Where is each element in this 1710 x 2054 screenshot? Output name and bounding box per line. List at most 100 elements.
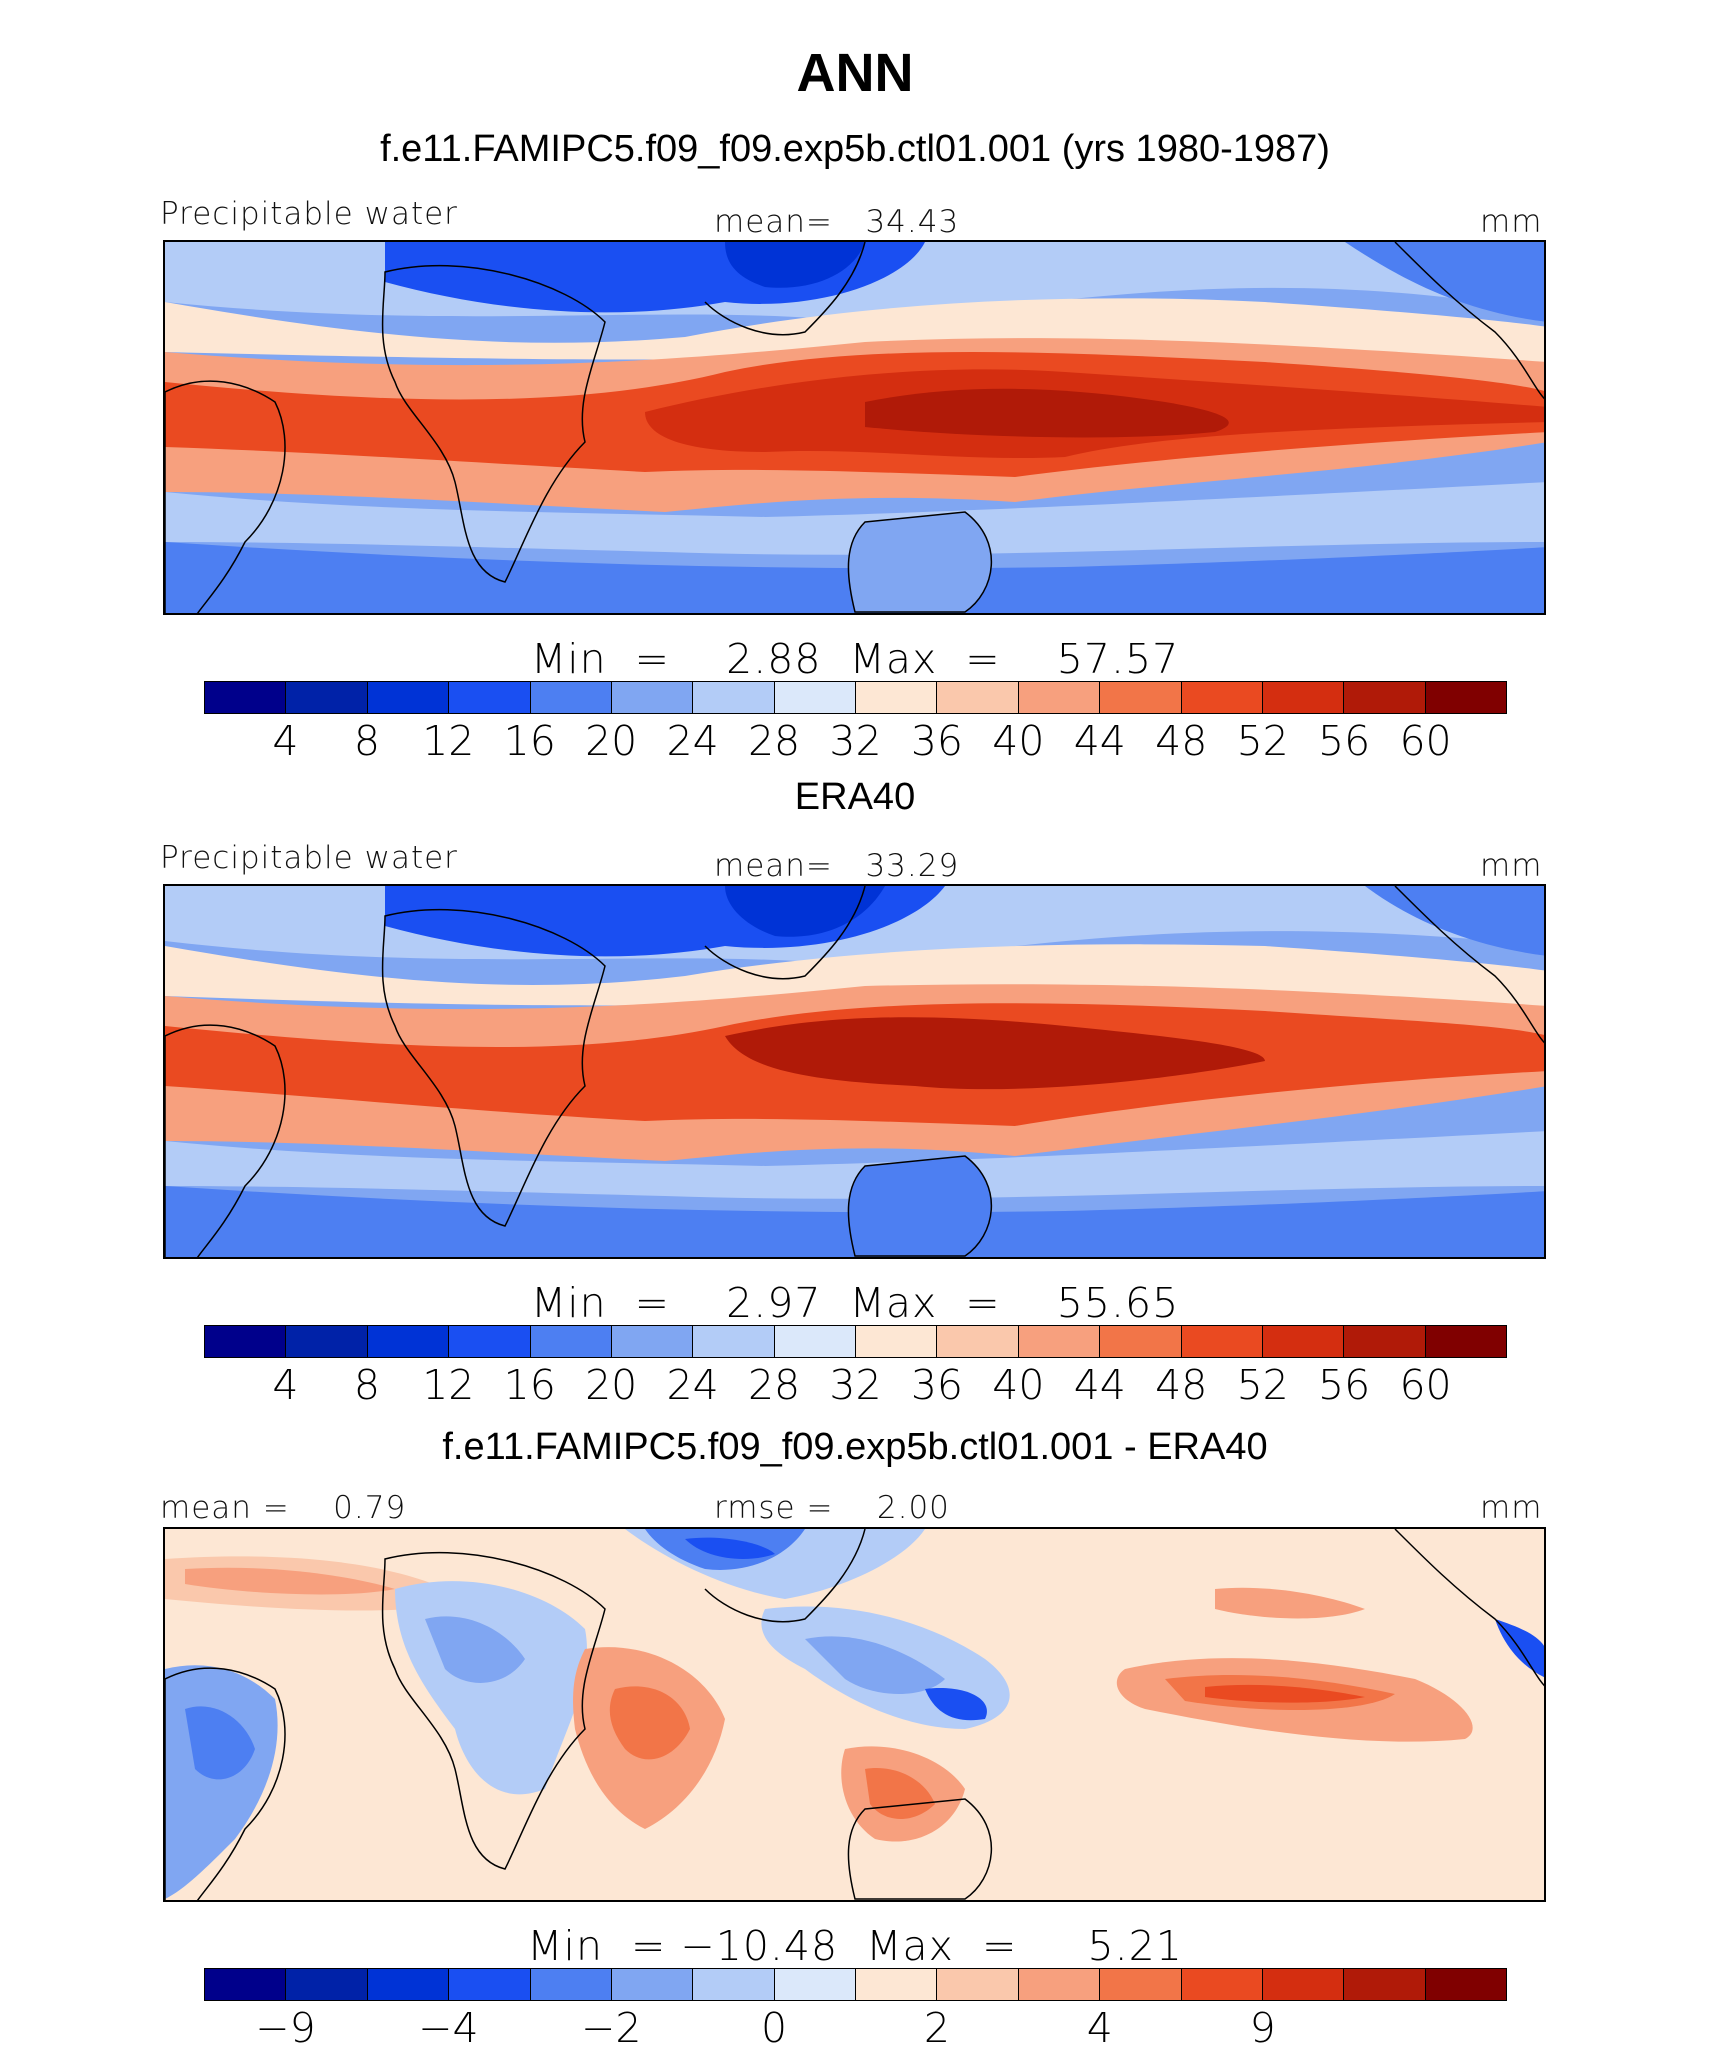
colorbar-swatch-0 xyxy=(205,1326,287,1357)
colorbar-swatch-6 xyxy=(693,1969,775,2000)
colorbar-swatch-15 xyxy=(1425,1326,1506,1357)
colorbar-swatch-12 xyxy=(1181,682,1263,713)
colorbar-swatch-13 xyxy=(1262,682,1345,713)
colorbar-tick-label: 24 xyxy=(666,1361,719,1409)
colorbar-swatch-5 xyxy=(611,682,694,713)
colorbar-tick-label: 40 xyxy=(992,1361,1045,1409)
colorbar-swatch-1 xyxy=(286,1326,368,1357)
colorbar-tick-label: 8 xyxy=(353,1361,380,1409)
colorbar-tick-label: 4 xyxy=(272,717,299,765)
colorbar-swatch-11 xyxy=(1100,682,1182,713)
colorbar-tick-label: 36 xyxy=(910,1361,964,1409)
colorbar-swatch-14 xyxy=(1344,682,1426,713)
colorbar-tick-label: 4 xyxy=(272,1361,299,1409)
colorbar-swatch-10 xyxy=(1018,682,1101,713)
panel-1-variable-label: Precipitable water xyxy=(160,196,458,232)
panel-2-colorbar-ticks: 4 8 12 16 20 24 28 32 36 40 44 48 52 56 60 xyxy=(0,1361,1710,1411)
colorbar-swatch-11 xyxy=(1100,1969,1182,2000)
panel-2-mean-label: mean= 33.29 xyxy=(714,848,960,884)
colorbar-swatch-2 xyxy=(367,1326,450,1357)
colorbar-swatch-9 xyxy=(937,1969,1019,2000)
panel-1-colorbar-ticks: 4 8 12 16 20 24 28 32 36 40 44 48 52 56 60 xyxy=(0,717,1710,767)
colorbar-swatch-6 xyxy=(693,1326,775,1357)
colorbar-swatch-1 xyxy=(286,682,368,713)
colorbar-tick-label: 0 xyxy=(761,2004,788,2052)
colorbar-swatch-10 xyxy=(1018,1326,1101,1357)
panel-2-min-max: Min = 2.97 Max = 55.65 xyxy=(530,1279,1180,1327)
colorbar-tick-label: −4 xyxy=(418,2004,479,2052)
panel-3-map xyxy=(163,1527,1546,1902)
panel-3-colorbar xyxy=(204,1968,1507,2001)
colorbar-swatch-3 xyxy=(449,682,531,713)
panel-2-units-label: mm xyxy=(1480,848,1543,884)
colorbar-tick-label: 12 xyxy=(422,717,475,765)
colorbar-swatch-5 xyxy=(611,1969,694,2000)
panel-1-map xyxy=(163,240,1546,615)
colorbar-tick-label: 52 xyxy=(1236,1361,1289,1409)
colorbar-swatch-2 xyxy=(367,682,450,713)
colorbar-tick-label: 60 xyxy=(1399,1361,1452,1409)
colorbar-tick-label: 16 xyxy=(503,1361,556,1409)
colorbar-swatch-3 xyxy=(449,1326,531,1357)
colorbar-tick-label: 40 xyxy=(992,717,1045,765)
colorbar-swatch-0 xyxy=(205,1969,287,2000)
colorbar-swatch-7 xyxy=(774,1326,856,1357)
colorbar-tick-label: 32 xyxy=(829,717,882,765)
colorbar-swatch-4 xyxy=(530,1326,612,1357)
colorbar-tick-label: 48 xyxy=(1155,1361,1208,1409)
panel-3-rmse-label: rmse = 2.00 xyxy=(714,1490,950,1526)
colorbar-swatch-7 xyxy=(774,682,856,713)
colorbar-swatch-2 xyxy=(367,1969,450,2000)
panel-3-contour-plot xyxy=(165,1529,1544,1900)
colorbar-swatch-0 xyxy=(205,682,287,713)
colorbar-swatch-3 xyxy=(449,1969,531,2000)
panel-3-units-label: mm xyxy=(1480,1490,1543,1526)
colorbar-swatch-4 xyxy=(530,682,612,713)
colorbar-tick-label: 28 xyxy=(747,1361,801,1409)
colorbar-tick-label: 2 xyxy=(923,2004,950,2052)
panel-2-title: ERA40 xyxy=(794,776,916,818)
colorbar-tick-label: 8 xyxy=(353,717,380,765)
panel-3-mean-label: mean = 0.79 xyxy=(160,1490,407,1526)
panel-1-mean-label: mean= 34.43 xyxy=(714,204,960,240)
colorbar-swatch-12 xyxy=(1181,1969,1263,2000)
colorbar-swatch-1 xyxy=(286,1969,368,2000)
colorbar-tick-label: 28 xyxy=(747,717,801,765)
colorbar-swatch-8 xyxy=(856,682,938,713)
colorbar-tick-label: 16 xyxy=(503,717,556,765)
colorbar-swatch-12 xyxy=(1181,1326,1263,1357)
panel-2-colorbar xyxy=(204,1325,1507,1358)
colorbar-tick-label: 4 xyxy=(1086,2004,1113,2052)
colorbar-swatch-13 xyxy=(1262,1969,1345,2000)
colorbar-swatch-6 xyxy=(693,682,775,713)
panel-2-contour-plot xyxy=(165,886,1544,1257)
colorbar-tick-label: 9 xyxy=(1249,2004,1276,2052)
colorbar-swatch-7 xyxy=(774,1969,856,2000)
colorbar-swatch-15 xyxy=(1425,1969,1506,2000)
colorbar-swatch-4 xyxy=(530,1969,612,2000)
colorbar-tick-label: 44 xyxy=(1073,1361,1126,1409)
colorbar-tick-label: 56 xyxy=(1318,717,1371,765)
colorbar-swatch-5 xyxy=(611,1326,694,1357)
colorbar-tick-label: 36 xyxy=(910,717,964,765)
panel-1-min-max: Min = 2.88 Max = 57.57 xyxy=(530,635,1180,683)
colorbar-tick-label: 52 xyxy=(1236,717,1289,765)
colorbar-tick-label: 20 xyxy=(585,717,638,765)
colorbar-tick-label: 24 xyxy=(666,717,719,765)
panel-1-units-label: mm xyxy=(1480,204,1543,240)
main-title: ANN xyxy=(796,43,914,103)
colorbar-tick-label: 48 xyxy=(1155,717,1208,765)
panel-1-colorbar xyxy=(204,681,1507,714)
colorbar-swatch-9 xyxy=(937,1326,1019,1357)
colorbar-tick-label: 44 xyxy=(1073,717,1126,765)
colorbar-tick-label: 12 xyxy=(422,1361,475,1409)
panel-1-contour-plot xyxy=(165,242,1544,613)
colorbar-tick-label: −2 xyxy=(580,2004,642,2052)
colorbar-swatch-9 xyxy=(937,682,1019,713)
colorbar-swatch-13 xyxy=(1262,1326,1345,1357)
panel-3-title: f.e11.FAMIPC5.f09_f09.exp5b.ctl01.001 - … xyxy=(442,1426,1268,1468)
colorbar-swatch-14 xyxy=(1344,1326,1426,1357)
colorbar-swatch-10 xyxy=(1018,1969,1101,2000)
panel-1-title: f.e11.FAMIPC5.f09_f09.exp5b.ctl01.001 (y… xyxy=(380,128,1330,170)
colorbar-tick-label: 56 xyxy=(1318,1361,1371,1409)
